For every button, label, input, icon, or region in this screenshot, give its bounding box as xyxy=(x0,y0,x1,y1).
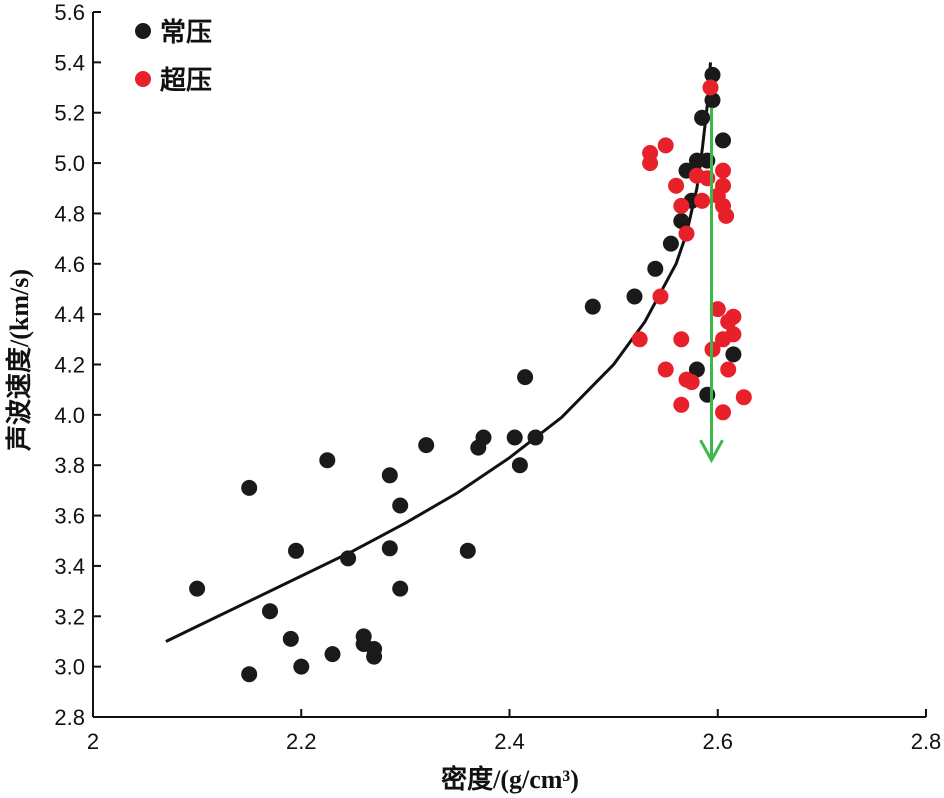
normal-pressure-point xyxy=(324,646,341,663)
normal-pressure-point xyxy=(381,467,398,484)
normal-pressure-point xyxy=(647,260,664,277)
overpressure-point xyxy=(678,225,695,242)
normal-pressure-point xyxy=(392,497,409,514)
trend-line xyxy=(165,62,712,643)
normal-pressure-point xyxy=(506,429,523,446)
normal-pressure-point xyxy=(241,666,258,683)
y-tick-label: 3.2 xyxy=(54,604,85,629)
overpressure-point xyxy=(694,192,711,209)
overpressure-point xyxy=(720,361,737,378)
trend-line-group xyxy=(165,62,712,643)
normal-pressure-point xyxy=(262,603,278,620)
overpressure-point xyxy=(657,137,674,154)
normal-pressure-point xyxy=(319,452,336,469)
normal-pressure-point xyxy=(626,288,643,305)
normal-pressure-point xyxy=(381,540,398,557)
normal-pressure-point xyxy=(725,346,742,363)
normal-pressure-point xyxy=(366,648,383,665)
y-tick-label: 5.0 xyxy=(54,151,85,176)
y-tick-label: 4.0 xyxy=(54,403,85,428)
x-tick-label: 2.4 xyxy=(494,729,525,754)
overpressure-point xyxy=(715,177,731,194)
normal-pressure-point xyxy=(511,457,528,474)
overpressure-point xyxy=(725,308,742,325)
y-tick-label: 3.6 xyxy=(54,504,85,529)
y-tick-label: 5.4 xyxy=(54,50,85,75)
x-tick-label: 2.8 xyxy=(911,729,942,754)
overpressure-point xyxy=(702,79,719,96)
overpressure-point xyxy=(725,326,742,343)
normal-pressure-point xyxy=(704,66,721,83)
y-tick-label: 4.2 xyxy=(54,353,85,378)
normal-pressure-point xyxy=(475,429,492,446)
legend-label-over: 超压 xyxy=(160,66,212,96)
arrow-head xyxy=(699,439,724,464)
normal-pressure-point xyxy=(584,298,601,315)
normal-pressure-point xyxy=(662,235,679,252)
normal-pressure-point xyxy=(340,550,357,567)
y-tick-label: 3.0 xyxy=(54,655,85,680)
x-axis-title: 密度/(g/cm³) xyxy=(441,764,579,794)
overpressure-point xyxy=(652,288,669,305)
overpressure-point xyxy=(673,331,690,348)
normal-pressure-point xyxy=(293,658,310,675)
y-tick-label: 3.8 xyxy=(54,453,85,478)
axes: 2 2.2 2.4 2.6 2.8 2.8 3.0 3.2 3.4 3.6 3.8 4.0 4.2 4.… xyxy=(54,0,941,754)
normal-pressure-point xyxy=(673,213,690,229)
overpressure-point xyxy=(683,374,700,391)
normal-pressure-point xyxy=(241,479,258,496)
arrow-group xyxy=(699,107,724,464)
overpressure-point xyxy=(631,331,648,348)
y-tick-label: 4.6 xyxy=(54,252,85,277)
overpressure-point xyxy=(668,177,685,194)
normal-pressure-point xyxy=(694,109,711,126)
normal-pressure-point xyxy=(688,361,705,378)
y-tick-label: 2.8 xyxy=(54,705,85,730)
overpressure-point xyxy=(709,301,726,318)
normal-pressure-point xyxy=(288,542,304,559)
overpressure-point xyxy=(715,404,731,421)
x-tick-label: 2.2 xyxy=(286,729,317,754)
overpressure-point xyxy=(642,155,659,172)
x-tick-label: 2.6 xyxy=(702,729,733,754)
normal-pressure-point xyxy=(392,580,409,597)
legend-label-normal: 常压 xyxy=(160,18,212,48)
normal-pressure-point xyxy=(704,92,721,109)
overpressure-point xyxy=(673,197,690,214)
normal-pressure-point xyxy=(282,630,299,647)
y-tick-label: 4.8 xyxy=(54,201,85,226)
normal-pressure-point xyxy=(527,429,544,446)
normal-pressure-point xyxy=(189,580,206,597)
overpressure-point xyxy=(673,396,690,413)
legend-marker-over xyxy=(135,71,151,87)
x-ticks: 2 2.2 2.4 2.6 2.8 xyxy=(87,709,941,754)
normal-pressure-point xyxy=(418,437,435,454)
overpressure-point xyxy=(715,162,731,179)
x-tick-label: 2 xyxy=(87,729,99,754)
legend-marker-normal xyxy=(135,23,151,39)
normal-pressure-point xyxy=(459,542,476,559)
overpressure-point xyxy=(735,389,752,406)
y-tick-label: 5.2 xyxy=(54,101,85,126)
y-tick-label: 3.4 xyxy=(54,554,85,579)
y-tick-label: 5.6 xyxy=(54,0,85,25)
points-group xyxy=(189,66,752,683)
normal-pressure-point xyxy=(715,132,731,149)
normal-pressure-point xyxy=(517,369,534,386)
y-axis-title: 声波速度/(km/s) xyxy=(4,269,34,451)
y-tick-label: 4.4 xyxy=(54,302,85,327)
overpressure-point xyxy=(718,207,735,224)
y-ticks: 2.8 3.0 3.2 3.4 3.6 3.8 4.0 4.2 4.4 4.6 4.8 5.0 5.2 5… xyxy=(54,0,101,730)
overpressure-point xyxy=(657,361,674,378)
